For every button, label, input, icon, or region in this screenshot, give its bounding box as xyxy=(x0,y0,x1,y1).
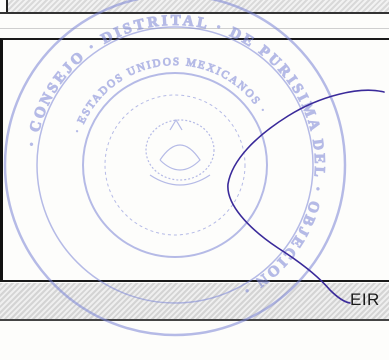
top-shaded-band xyxy=(0,0,389,14)
footer-text-fragment: EIR xyxy=(350,290,380,309)
form-box-bottom-border xyxy=(0,280,389,282)
seal-outer-ring xyxy=(3,0,347,337)
seal-inner-ring xyxy=(82,72,268,258)
seal-dotted-ring xyxy=(104,94,246,236)
top-band-cell-edge xyxy=(0,0,8,12)
form-box xyxy=(0,38,389,282)
seal-middle-ring xyxy=(36,26,314,304)
seal-emblem xyxy=(145,118,215,186)
